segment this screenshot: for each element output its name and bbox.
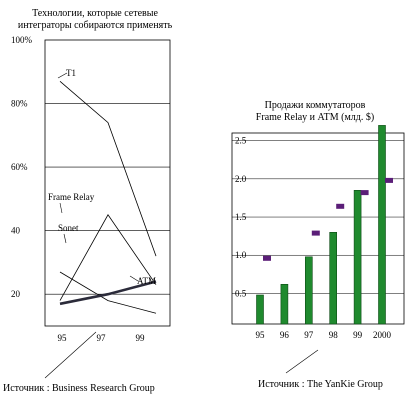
left-y-tick-label: 80% bbox=[11, 99, 28, 109]
series-label-atm: ATM bbox=[137, 276, 156, 286]
right-y-tick-label: 2.5 bbox=[235, 136, 247, 146]
right-marker-99 bbox=[360, 190, 369, 196]
left-y-tick-label: 40 bbox=[11, 226, 21, 236]
left-chart-title-line-2: интеграторы собираются применять bbox=[18, 20, 173, 31]
right-y-tick-labels: 2.5 2.0 1.5 1.0 0.5 bbox=[235, 136, 247, 299]
right-source-text: Источник : The YanKie Group bbox=[258, 379, 383, 390]
left-x-tick-labels: 95 97 99 bbox=[58, 333, 146, 343]
left-gridlines bbox=[45, 103, 170, 295]
right-bar-95 bbox=[256, 294, 264, 325]
right-bar-96 bbox=[280, 283, 289, 325]
left-chart: Технологии, которые сетевые интеграторы … bbox=[3, 8, 173, 394]
left-x-tick-label: 99 bbox=[136, 333, 146, 343]
left-series-lines bbox=[59, 80, 157, 314]
left-x-tick-label: 97 bbox=[97, 333, 107, 343]
right-bars bbox=[256, 125, 386, 325]
right-chart: Продажи коммутаторов Frame Relay и ATM (… bbox=[231, 100, 405, 390]
right-bar-97 bbox=[304, 256, 313, 325]
right-marker-98 bbox=[336, 203, 345, 209]
series-label-t1-leader bbox=[57, 72, 68, 79]
left-y-tick-label: 100% bbox=[11, 35, 33, 45]
series-label-atm-leader bbox=[129, 275, 139, 282]
left-series-line-atm bbox=[59, 280, 157, 306]
right-bar-2000 bbox=[378, 125, 386, 325]
left-plot-frame bbox=[44, 39, 171, 327]
left-chart-title-line-1: Технологии, которые сетевые bbox=[32, 8, 158, 19]
left-series-line-frame-relay bbox=[59, 214, 157, 301]
right-chart-title-line-1: Продажи коммутаторов bbox=[265, 100, 366, 111]
right-bar-98 bbox=[329, 232, 338, 325]
right-x-tick-label: 95 bbox=[256, 330, 266, 340]
left-y-tick-label: 20 bbox=[11, 289, 21, 299]
right-x-tick-label: 96 bbox=[280, 330, 290, 340]
right-y-tick-label: 1.5 bbox=[235, 212, 247, 222]
right-marker-2000 bbox=[385, 177, 393, 183]
right-marker-95 bbox=[263, 255, 271, 261]
right-marker-97 bbox=[311, 230, 320, 236]
right-x-tick-label: 99 bbox=[353, 330, 363, 340]
left-y-tick-label: 60% bbox=[11, 162, 28, 172]
right-chart-title-line-2: Frame Relay и ATM (млд. $) bbox=[256, 112, 374, 123]
left-source-text: Источник : Business Research Group bbox=[3, 383, 155, 394]
left-series-line-t1 bbox=[59, 80, 157, 257]
series-label-sonet: Sonet bbox=[58, 223, 79, 233]
series-label-frame-relay: Frame Relay bbox=[48, 192, 95, 202]
right-source-pointer bbox=[285, 349, 319, 374]
left-x-tick-label: 95 bbox=[58, 333, 68, 343]
right-bar-99 bbox=[353, 190, 362, 325]
right-markers bbox=[263, 177, 393, 261]
left-series-line-sonet bbox=[59, 271, 157, 314]
right-y-tick-label: 0.5 bbox=[235, 288, 247, 298]
right-plot-frame bbox=[231, 132, 405, 325]
right-x-tick-labels: 95 96 97 98 99 2000 bbox=[256, 330, 392, 340]
series-label-frame-relay-leader bbox=[59, 202, 63, 214]
left-y-tick-labels: 100% 80% 60% 40 20 bbox=[11, 35, 33, 299]
right-x-tick-label: 97 bbox=[304, 330, 314, 340]
series-label-sonet-leader bbox=[63, 233, 67, 244]
right-y-tick-label: 2.0 bbox=[235, 174, 247, 184]
left-series-labels: T1 Frame Relay Sonet ATM bbox=[48, 68, 156, 286]
right-y-tick-label: 1.0 bbox=[235, 250, 247, 260]
right-x-tick-label: 2000 bbox=[373, 330, 392, 340]
series-label-t1: T1 bbox=[66, 68, 76, 78]
left-source-pointer bbox=[44, 331, 97, 379]
right-gridlines bbox=[232, 140, 404, 294]
right-x-tick-label: 98 bbox=[329, 330, 339, 340]
